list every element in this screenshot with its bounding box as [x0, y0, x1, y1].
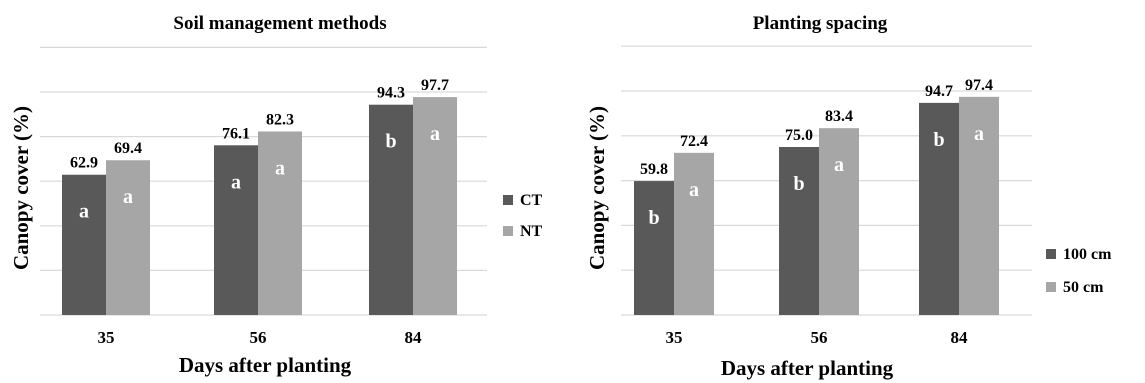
significance-letter: b: [793, 173, 804, 195]
chart-title: Planting spacing: [753, 13, 888, 34]
significance-letter: a: [974, 123, 984, 145]
significance-letter: b: [648, 207, 659, 229]
bar: [919, 102, 959, 315]
legend-swatch: [1046, 249, 1056, 259]
bar: [819, 128, 859, 315]
significance-letter: a: [123, 186, 133, 208]
x-tick-label: 84: [405, 328, 423, 347]
data-label: 94.3: [377, 85, 405, 102]
x-tick-label: 56: [811, 328, 828, 347]
significance-letter: a: [79, 201, 89, 223]
legend-swatch: [1046, 282, 1056, 292]
bars: 62.9 a 69.4 a 76.1 a 82.3 a 94.3 b 97.7 a: [62, 77, 457, 315]
significance-letter: b: [933, 129, 944, 151]
legend: CT NT: [503, 192, 543, 240]
bar: [674, 152, 714, 315]
data-label: 59.8: [640, 161, 668, 178]
bar: [106, 160, 150, 315]
bar: [959, 96, 999, 315]
data-label: 75.0: [785, 127, 813, 144]
significance-letter: b: [385, 131, 396, 153]
data-label: 83.4: [825, 108, 853, 125]
significance-letter: a: [430, 123, 440, 145]
x-axis-label: Days after planting: [721, 356, 894, 380]
chart-planting-spacing: Planting spacing 59.8 b 72.4 a 75.0 b 83.4 a 94.…: [585, 13, 1112, 380]
bar: [258, 131, 302, 315]
significance-letter: a: [275, 157, 285, 179]
significance-letter: a: [689, 179, 699, 201]
x-tick-labels: 35 56 84: [666, 328, 969, 347]
data-label: 97.4: [965, 77, 993, 94]
bar: [214, 145, 258, 315]
x-tick-label: 35: [666, 328, 683, 347]
x-axis-label: Days after planting: [179, 353, 352, 377]
y-axis-label: Canopy cover (%): [585, 106, 609, 270]
x-tick-label: 56: [250, 328, 267, 347]
bar: [779, 147, 819, 315]
data-label: 69.4: [114, 140, 142, 157]
y-axis-label: Canopy cover (%): [9, 106, 33, 270]
significance-letter: a: [834, 154, 844, 176]
legend-label: 100 cm: [1063, 246, 1112, 263]
data-label: 72.4: [680, 133, 708, 150]
legend-label: NT: [520, 223, 543, 240]
data-label: 82.3: [266, 111, 294, 128]
legend-label: 50 cm: [1063, 279, 1104, 296]
data-label: 62.9: [70, 155, 98, 172]
bars: 59.8 b 72.4 a 75.0 b 83.4 a 94.7 b 97.4 a: [634, 77, 999, 315]
data-label: 76.1: [222, 125, 250, 142]
data-label: 97.7: [421, 77, 449, 94]
bar: [634, 181, 674, 315]
legend: 100 cm 50 cm: [1046, 246, 1112, 296]
legend-label: CT: [520, 192, 543, 209]
bar: [62, 174, 106, 315]
x-tick-label: 35: [98, 328, 115, 347]
bar: [369, 104, 413, 315]
chart-title: Soil management methods: [173, 13, 386, 34]
data-label: 94.7: [925, 83, 953, 100]
legend-swatch: [503, 195, 513, 205]
bar: [413, 97, 457, 315]
chart-soil-management: Soil management methods 62.9 a 69.4 a 76.1 a 8…: [9, 13, 543, 377]
significance-letter: a: [231, 171, 241, 193]
x-tick-label: 84: [951, 328, 969, 347]
x-tick-labels: 35 56 84: [98, 328, 423, 347]
legend-swatch: [503, 226, 513, 236]
